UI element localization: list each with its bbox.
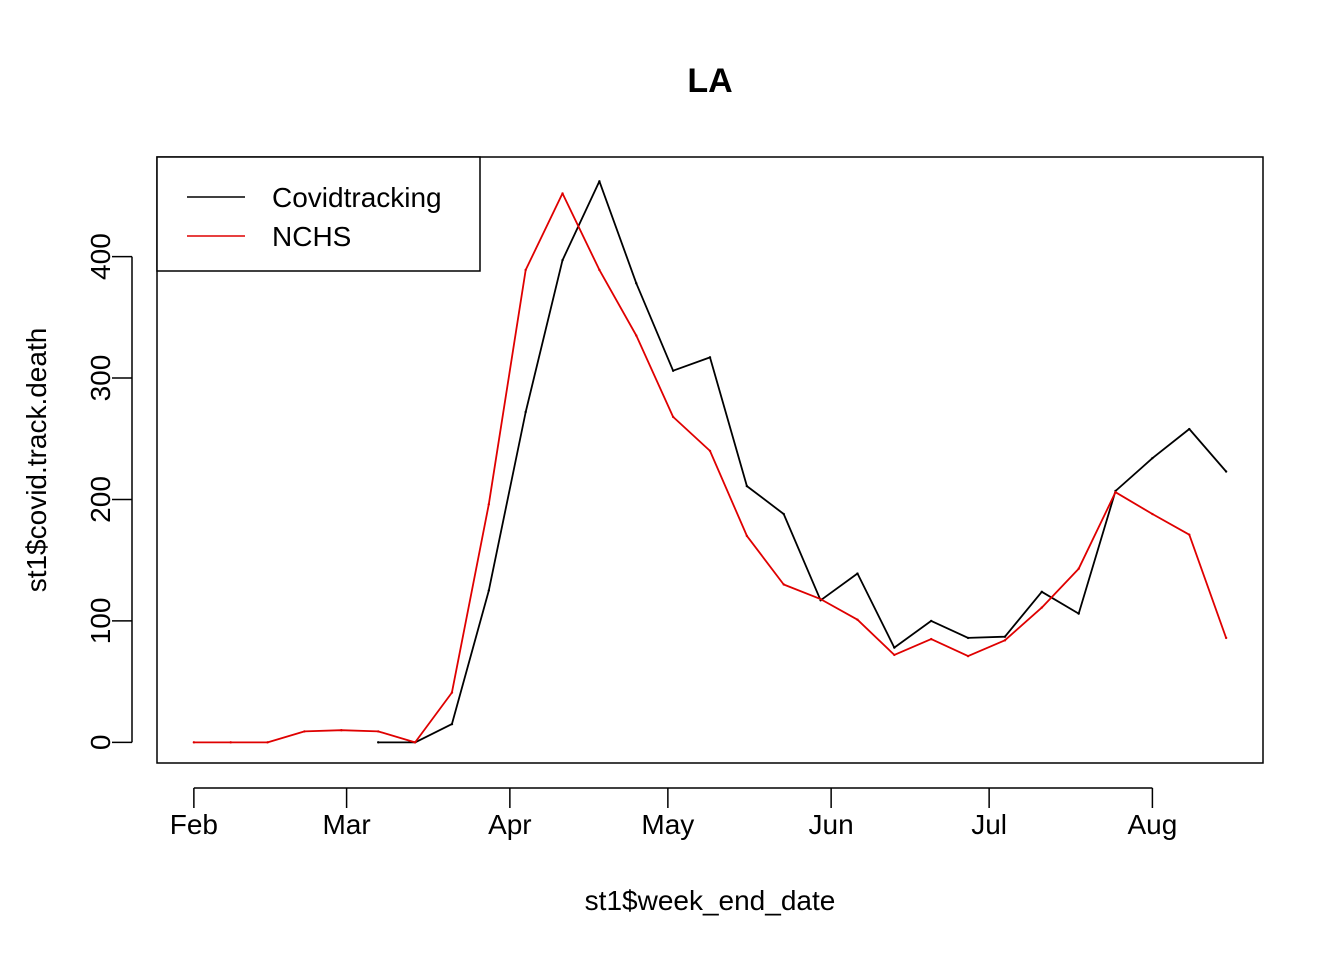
data-point-covidtracking (671, 369, 675, 372)
data-point-covidtracking (856, 572, 859, 575)
legend-label-nchs: NCHS (272, 221, 351, 252)
data-point-covidtracking (1151, 456, 1154, 460)
data-point-covidtracking (782, 512, 785, 516)
series-line-covidtracking (378, 180, 1227, 744)
data-point-nchs (930, 637, 933, 641)
x-tick-label: Apr (488, 809, 532, 840)
data-point-covidtracking (1003, 635, 1007, 638)
data-point-covidtracking (1040, 590, 1044, 593)
data-point-nchs (561, 192, 564, 195)
y-tick-label: 200 (85, 476, 116, 523)
data-point-nchs (1188, 533, 1191, 536)
data-point-covidtracking (450, 722, 454, 726)
series-layer (192, 180, 1228, 744)
data-point-nchs (1077, 567, 1080, 570)
data-point-nchs (524, 268, 527, 272)
data-point-nchs (893, 653, 896, 657)
x-axis: Feb Mar Apr May Jun Jul Aug (170, 787, 1177, 840)
y-axis: 0 100 200 300 400 (85, 233, 133, 751)
legend-label-covidtracking: Covidtracking (272, 182, 442, 213)
data-point-nchs (819, 597, 822, 601)
data-point-nchs (966, 654, 970, 658)
data-point-nchs (856, 618, 859, 621)
data-point-nchs (1114, 490, 1117, 494)
y-tick-label: 100 (85, 598, 116, 645)
y-tick-label: 400 (85, 233, 116, 280)
data-point-nchs (598, 268, 601, 272)
data-point-nchs (192, 741, 196, 744)
data-point-covidtracking (524, 410, 527, 414)
data-point-nchs (1040, 606, 1044, 609)
x-tick-label: May (641, 809, 694, 840)
legend-box (156, 156, 481, 272)
data-point-nchs (377, 730, 380, 733)
x-tick-label: Aug (1127, 809, 1177, 840)
x-tick-label: Feb (170, 809, 218, 840)
data-point-covidtracking (893, 646, 896, 649)
data-point-covidtracking (966, 636, 970, 640)
data-point-nchs (635, 334, 638, 337)
data-point-nchs (266, 741, 269, 744)
data-point-nchs (708, 449, 712, 453)
data-point-covidtracking (745, 484, 749, 488)
series-line-nchs (193, 192, 1227, 744)
data-point-nchs (671, 415, 675, 419)
data-point-covidtracking (930, 619, 933, 623)
data-point-nchs (487, 503, 490, 506)
data-point-covidtracking (1077, 612, 1080, 615)
data-point-covidtracking (635, 282, 638, 285)
data-point-covidtracking (598, 180, 601, 183)
x-axis-label: st1$week_end_date (585, 885, 836, 916)
data-point-nchs (1151, 512, 1154, 516)
data-point-nchs (229, 741, 232, 744)
data-point-covidtracking (561, 259, 564, 262)
y-tick-label: 300 (85, 355, 116, 402)
chart-title: LA (687, 62, 732, 100)
data-point-nchs (782, 583, 785, 586)
x-tick-label: Jul (971, 809, 1007, 840)
plot-frame (156, 156, 1264, 764)
data-point-covidtracking (708, 356, 712, 359)
data-point-nchs (303, 730, 306, 733)
x-tick-label: Mar (322, 809, 370, 840)
data-point-covidtracking (1224, 470, 1228, 473)
data-point-covidtracking (377, 741, 380, 744)
data-point-nchs (450, 691, 454, 694)
data-point-covidtracking (1188, 427, 1191, 431)
data-point-nchs (1003, 639, 1007, 642)
data-point-covidtracking (487, 589, 490, 592)
legend: Covidtracking NCHS (156, 156, 481, 272)
y-tick-label: 0 (85, 735, 116, 751)
x-tick-label: Jun (809, 809, 854, 840)
data-point-nchs (1224, 636, 1228, 640)
data-point-nchs (340, 729, 343, 732)
data-point-nchs (745, 534, 749, 538)
data-point-nchs (413, 741, 417, 744)
y-axis-label: st1$covid.track.death (21, 328, 52, 593)
